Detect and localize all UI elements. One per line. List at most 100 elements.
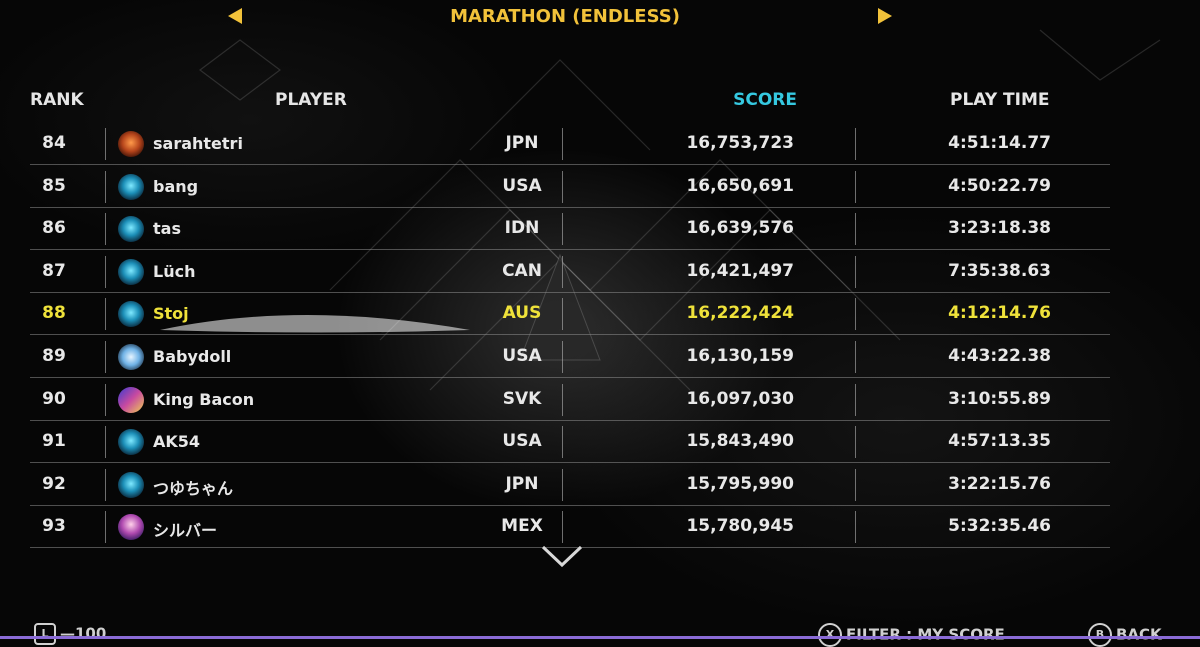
column-divider	[105, 383, 106, 416]
back-hint[interactable]: B BACK	[1088, 623, 1162, 647]
pixel-blocks-avatar-icon	[118, 386, 144, 413]
play-time-cell: 3:22:15.76	[948, 473, 1051, 494]
row-divider	[30, 334, 1110, 336]
leaderboard-row[interactable]: 92 つゆちゃん JPN 15,795,990 3:22:15.76	[30, 464, 1110, 506]
score-cell: 15,780,945	[686, 516, 794, 537]
back-label: BACK	[1116, 625, 1162, 644]
play-time-column-header[interactable]: PLAY TIME	[950, 90, 1050, 110]
country-code: USA	[502, 175, 542, 196]
scroll-down-chevron-icon[interactable]	[540, 544, 584, 568]
rank-cell: 89	[42, 346, 66, 366]
rank-cell: 86	[42, 218, 66, 239]
row-divider	[30, 164, 1110, 165]
previous-mode-arrow-icon[interactable]	[228, 8, 242, 24]
country-code: SVK	[502, 388, 542, 409]
score-column-header[interactable]: SCORE	[733, 90, 797, 110]
column-divider	[105, 170, 106, 203]
country-code: JPN	[505, 133, 539, 153]
score-cell: 15,843,490	[686, 431, 794, 452]
row-divider	[30, 377, 1110, 378]
rank-cell: 88	[42, 303, 66, 324]
play-time-cell: 4:43:22.38	[948, 346, 1051, 366]
filter-label: FILTER : MY SCORE	[846, 625, 1005, 644]
jump-label: —100	[60, 624, 107, 643]
country-code: CAN	[502, 260, 542, 281]
column-divider	[855, 128, 856, 160]
column-divider	[105, 255, 106, 288]
rank-cell: 91	[42, 431, 66, 452]
row-divider	[30, 504, 1110, 506]
leaderboard-row[interactable]: 93 シルバー MEX 15,780,945 5:32:35.46	[30, 506, 1110, 549]
rank-column-header: RANK	[30, 90, 84, 110]
column-divider	[562, 213, 563, 246]
column-divider	[562, 468, 563, 501]
b-button-icon: B	[1088, 623, 1112, 647]
orange-blocks-avatar-icon	[118, 131, 144, 157]
score-cell: 16,097,030	[686, 388, 794, 409]
rank-cell: 85	[42, 175, 66, 196]
leaderboard-row[interactable]: 86 tas IDN 16,639,576 3:23:18.38	[30, 208, 1110, 251]
play-time-cell: 3:23:18.38	[948, 218, 1051, 239]
play-time-cell: 7:35:38.63	[948, 260, 1051, 281]
mode-title: MARATHON (ENDLESS)	[450, 6, 680, 27]
play-time-cell: 4:51:14.77	[948, 133, 1051, 153]
row-divider	[30, 249, 1110, 251]
column-divider	[855, 468, 856, 501]
country-code: AUS	[502, 303, 542, 324]
column-divider	[562, 426, 563, 459]
column-divider	[855, 383, 856, 416]
player-name: AK54	[153, 432, 201, 452]
column-divider	[855, 170, 856, 203]
player-name: Babydoll	[153, 347, 232, 366]
leaderboard-row[interactable]: 90 King Bacon SVK 16,097,030 3:10:55.89	[30, 379, 1110, 421]
sparkle-fish-avatar-icon	[118, 344, 144, 370]
player-name: sarahtetri	[153, 134, 243, 153]
blue-orb-avatar-icon	[118, 429, 144, 456]
column-divider	[855, 511, 856, 544]
column-divider	[562, 341, 563, 373]
column-divider	[855, 426, 856, 459]
column-divider	[105, 426, 106, 459]
footer-accent-bar	[0, 636, 1200, 639]
score-cell: 16,650,691	[686, 175, 794, 196]
score-cell: 16,130,159	[686, 346, 794, 366]
player-name: bang	[153, 176, 199, 196]
next-mode-arrow-icon[interactable]	[878, 8, 892, 24]
score-cell: 16,639,576	[686, 218, 794, 239]
player-name: King Bacon	[153, 389, 255, 409]
player-name: tas	[153, 219, 181, 239]
country-code: USA	[502, 346, 542, 366]
leaderboard-row[interactable]: 89 Babydoll USA 16,130,159 4:43:22.38	[30, 336, 1110, 378]
play-time-cell: 5:32:35.46	[948, 516, 1051, 537]
leaderboard-row-selected[interactable]: 88 Stoj AUS 16,222,424 4:12:14.76	[30, 293, 1110, 336]
column-divider	[855, 255, 856, 288]
player-name: Lüch	[153, 261, 196, 281]
rank-cell: 93	[42, 516, 66, 537]
leaderboard-row[interactable]: 84 sarahtetri JPN 16,753,723 4:51:14.77	[30, 123, 1110, 165]
blue-orb-avatar-icon	[118, 216, 144, 243]
filter-hint[interactable]: X FILTER : MY SCORE	[818, 623, 1005, 647]
row-divider	[30, 462, 1110, 464]
jump-hint[interactable]: L —100	[34, 623, 106, 645]
player-name: シルバー	[153, 521, 218, 541]
rank-cell: 87	[42, 260, 66, 281]
leaderboard-row[interactable]: 91 AK54 USA 15,843,490 4:57:13.35	[30, 421, 1110, 464]
score-cell: 16,222,424	[686, 303, 794, 324]
country-code: USA	[502, 431, 542, 452]
rank-cell: 90	[42, 388, 66, 409]
row-divider	[30, 419, 1110, 421]
column-divider	[562, 511, 563, 544]
player-name: つゆちゃん	[153, 478, 234, 498]
leaderboard-row[interactable]: 87 Lüch CAN 16,421,497 7:35:38.63	[30, 251, 1110, 293]
leaderboard-row[interactable]: 85 bang USA 16,650,691 4:50:22.79	[30, 166, 1110, 208]
column-divider	[855, 213, 856, 246]
blue-orb-avatar-icon	[118, 173, 144, 200]
column-divider	[562, 255, 563, 288]
country-code: JPN	[505, 473, 539, 494]
column-divider	[855, 298, 856, 331]
score-cell: 15,795,990	[686, 473, 794, 494]
country-code: IDN	[504, 218, 540, 239]
column-divider	[562, 128, 563, 160]
